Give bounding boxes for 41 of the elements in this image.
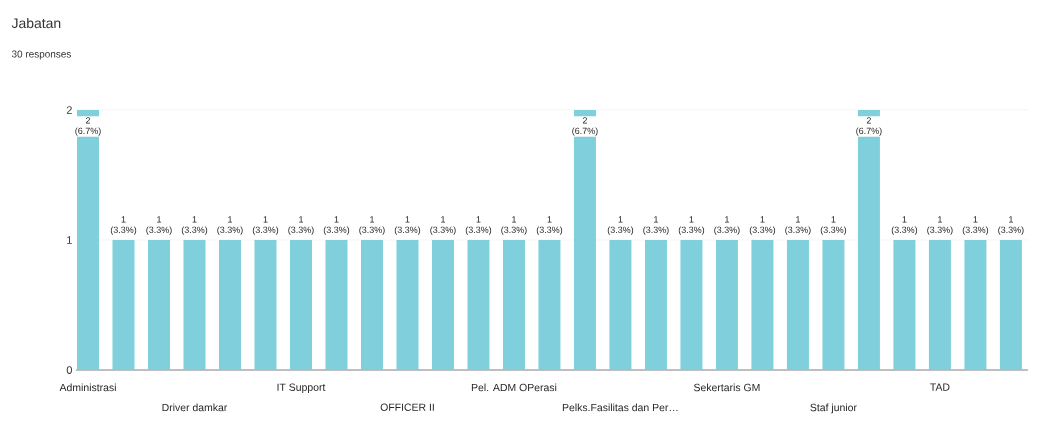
data-label: 1 (3.3%) bbox=[430, 216, 456, 235]
chart-subtitle: 30 responses bbox=[11, 50, 71, 60]
data-label: 1 (3.3%) bbox=[465, 216, 492, 235]
data-label: 1 (3.3%) bbox=[536, 216, 563, 235]
x-tick-label: Sekertaris GM bbox=[693, 383, 760, 392]
x-tick-label: Administrasi bbox=[59, 383, 116, 392]
data-label: 1 (3.3%) bbox=[820, 216, 847, 235]
data-label: 1 (3.3%) bbox=[110, 216, 137, 235]
data-label: 1 (3.3%) bbox=[785, 216, 811, 235]
x-tick-label: Pel. ADM OPerasi bbox=[471, 383, 557, 392]
data-label: 1 (3.3%) bbox=[607, 216, 634, 235]
data-label: 1 (3.3%) bbox=[714, 216, 740, 235]
data-label: 1 (3.3%) bbox=[962, 216, 989, 235]
data-label: 1 (3.3%) bbox=[998, 216, 1024, 235]
x-tick-label: Pelks.Fasilitas dan Per… bbox=[562, 403, 678, 412]
data-label: 1 (3.3%) bbox=[643, 216, 669, 235]
data-label: 1 (3.3%) bbox=[749, 216, 776, 235]
data-label: 2 (6.7%) bbox=[75, 117, 101, 136]
x-tick-label: IT Support bbox=[277, 383, 326, 393]
x-tick-label: OFFICER II bbox=[380, 403, 434, 411]
chart-title: Jabatan bbox=[11, 17, 61, 29]
data-label: 1 (3.3%) bbox=[394, 216, 421, 235]
y-tick-label: 2 bbox=[66, 106, 72, 114]
data-label: 1 (3.3%) bbox=[891, 216, 918, 235]
data-label: 1 (3.3%) bbox=[501, 216, 527, 235]
y-tick-label: 0 bbox=[66, 366, 72, 374]
data-label: 2 (6.7%) bbox=[572, 117, 598, 136]
data-label: 1 (3.3%) bbox=[288, 216, 314, 235]
data-label: 1 (3.3%) bbox=[181, 216, 208, 235]
data-label: 1 (3.3%) bbox=[146, 216, 172, 235]
data-label: 1 (3.3%) bbox=[359, 216, 385, 235]
x-tick-label: Staf junior bbox=[810, 403, 857, 414]
data-label: 1 (3.3%) bbox=[678, 216, 705, 235]
data-label: 1 (3.3%) bbox=[927, 216, 953, 235]
data-label: 1 (3.3%) bbox=[252, 216, 279, 235]
data-label: 1 (3.3%) bbox=[323, 216, 350, 235]
data-label: 2 (6.7%) bbox=[856, 117, 882, 136]
x-tick-label: TAD bbox=[930, 383, 950, 391]
x-tick-label: Driver damkar bbox=[162, 403, 228, 412]
data-label: 1 (3.3%) bbox=[217, 216, 243, 235]
y-tick-label: 1 bbox=[67, 236, 72, 244]
